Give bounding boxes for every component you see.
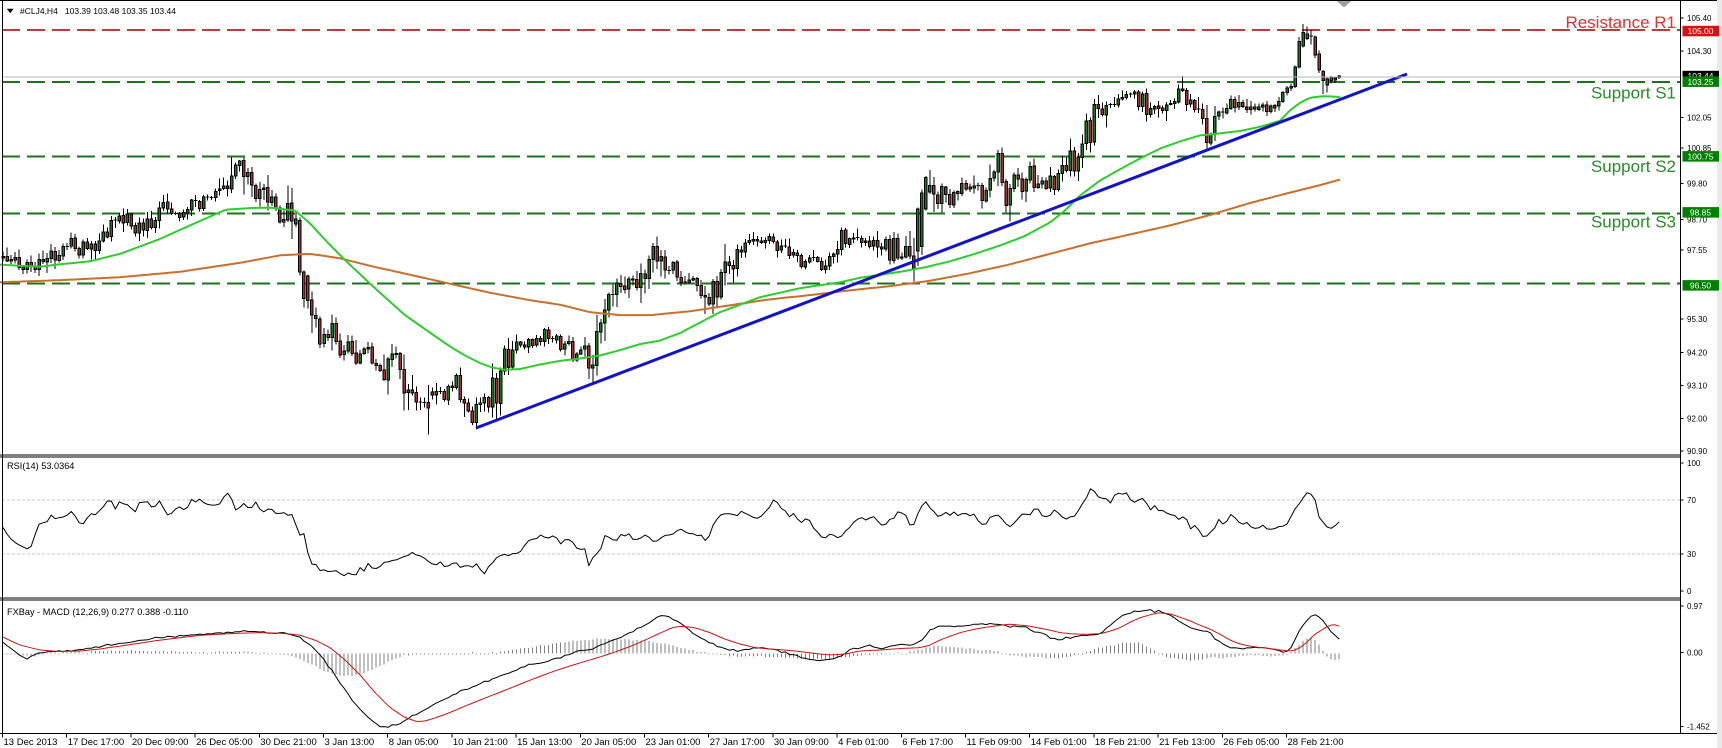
svg-text:105.00: 105.00 [1688,26,1714,36]
svg-text:100: 100 [1687,459,1701,468]
svg-text:20 Dec 09:00: 20 Dec 09:00 [132,737,189,748]
svg-text:#CLJ4,H4 103.39 103.48 103.3: #CLJ4,H4 103.39 103.48 103.35 103.44 [20,6,176,16]
svg-text:100.85: 100.85 [1687,144,1712,153]
svg-text:18 Feb 21:00: 18 Feb 21:00 [1095,737,1151,748]
svg-text:70: 70 [1687,496,1696,505]
svg-text:103.44: 103.44 [1688,71,1714,81]
svg-text:30: 30 [1687,550,1696,559]
svg-text:-1.452: -1.452 [1687,723,1710,732]
svg-text:20 Jan 05:00: 20 Jan 05:00 [581,737,636,748]
svg-text:0: 0 [1687,587,1692,596]
svg-text:30 Jan 09:00: 30 Jan 09:00 [774,737,829,748]
svg-text:Support S2: Support S2 [1591,157,1676,176]
svg-text:99.80: 99.80 [1687,180,1708,189]
svg-text:26 Feb 05:00: 26 Feb 05:00 [1223,737,1279,748]
svg-text:11 Feb 09:00: 11 Feb 09:00 [967,737,1022,748]
svg-text:13 Dec 2013: 13 Dec 2013 [4,737,58,748]
svg-text:94.20: 94.20 [1687,349,1708,358]
svg-text:100.75: 100.75 [1688,152,1714,162]
svg-text:3 Jan 13:00: 3 Jan 13:00 [325,737,375,748]
svg-text:15 Jan 13:00: 15 Jan 13:00 [517,737,572,748]
svg-text:FXBay - MACD (12,26,9) 0.277 0: FXBay - MACD (12,26,9) 0.277 0.388 -0.11… [7,607,188,617]
svg-text:98.70: 98.70 [1687,216,1708,225]
svg-text:14 Feb 01:00: 14 Feb 01:00 [1031,737,1087,748]
svg-text:90.90: 90.90 [1687,447,1708,456]
svg-text:103.25: 103.25 [1688,77,1714,87]
svg-text:21 Feb 13:00: 21 Feb 13:00 [1159,737,1215,748]
svg-text:97.55: 97.55 [1687,246,1708,255]
svg-text:4 Feb 01:00: 4 Feb 01:00 [838,737,889,748]
svg-text:6 Feb 17:00: 6 Feb 17:00 [902,737,953,748]
svg-text:17 Dec 17:00: 17 Dec 17:00 [68,737,125,748]
svg-text:27 Jan 17:00: 27 Jan 17:00 [710,737,765,748]
svg-text:0.97: 0.97 [1687,602,1703,611]
svg-text:8 Jan 05:00: 8 Jan 05:00 [389,737,439,748]
svg-text:26 Dec 05:00: 26 Dec 05:00 [196,737,253,748]
svg-text:Support S1: Support S1 [1591,84,1676,103]
svg-text:28 Feb 21:00: 28 Feb 21:00 [1288,737,1344,748]
svg-text:0.00: 0.00 [1687,648,1703,657]
svg-text:10 Jan 21:00: 10 Jan 21:00 [453,737,508,748]
svg-text:Resistance R1: Resistance R1 [1565,13,1676,32]
svg-text:92.00: 92.00 [1687,415,1708,424]
svg-text:104.30: 104.30 [1687,47,1712,56]
svg-text:93.10: 93.10 [1687,382,1708,391]
svg-text:96.50: 96.50 [1690,281,1712,291]
svg-text:95.30: 95.30 [1687,315,1708,324]
svg-text:30 Dec 21:00: 30 Dec 21:00 [260,737,317,748]
svg-text:23 Jan 01:00: 23 Jan 01:00 [646,737,701,748]
svg-text:105.40: 105.40 [1687,14,1712,23]
svg-text:Support S3: Support S3 [1591,213,1676,232]
svg-text:RSI(14) 53.0364: RSI(14) 53.0364 [7,461,74,471]
svg-text:98.85: 98.85 [1690,208,1712,218]
svg-text:102.05: 102.05 [1687,114,1712,123]
